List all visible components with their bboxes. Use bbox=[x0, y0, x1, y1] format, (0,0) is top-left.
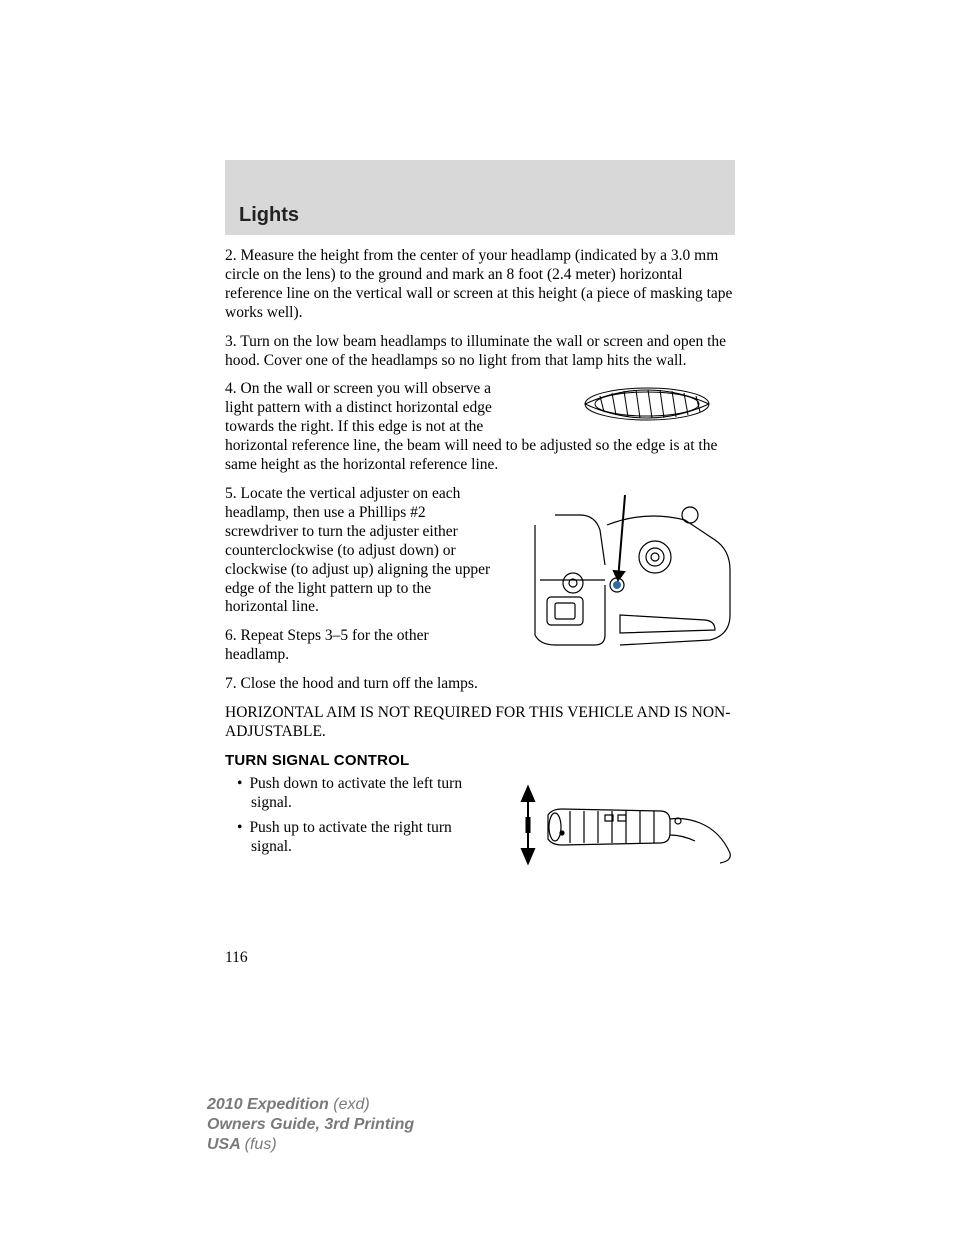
step-7: 7. Close the hood and turn off the lamps… bbox=[225, 675, 495, 694]
turn-signal-stalk-illustration bbox=[510, 775, 735, 875]
footer: 2010 Expedition (exd) Owners Guide, 3rd … bbox=[207, 1095, 414, 1155]
turn-signal-heading: TURN SIGNAL CONTROL bbox=[225, 752, 735, 769]
turn-signal-block: Push down to activate the left turn sign… bbox=[225, 775, 735, 879]
step-4-block: 4. On the wall or screen you will observ… bbox=[225, 380, 735, 437]
bullet-right-signal: Push up to activate the right turn signa… bbox=[225, 819, 495, 857]
step-3: 3. Turn on the low beam headlamps to ill… bbox=[225, 333, 735, 371]
step-4b: horizontal reference line, the beam will… bbox=[225, 437, 735, 475]
footer-region: USA bbox=[207, 1136, 245, 1153]
step-5: 5. Locate the vertical adjuster on each … bbox=[225, 485, 495, 617]
footer-line-3: USA (fus) bbox=[207, 1135, 414, 1155]
footer-code-2: (fus) bbox=[245, 1136, 277, 1153]
turn-signal-bullets: Push down to activate the left turn sign… bbox=[225, 775, 495, 857]
page-number: 116 bbox=[225, 949, 735, 967]
section-title: Lights bbox=[239, 204, 721, 227]
step-6: 6. Repeat Steps 3–5 for the other headla… bbox=[225, 627, 495, 665]
section-header: Lights bbox=[225, 160, 735, 235]
headlamp-adjuster-illustration bbox=[525, 485, 735, 650]
headlamp-lens-illustration bbox=[560, 380, 735, 428]
step-2: 2. Measure the height from the center of… bbox=[225, 247, 735, 323]
bullet-left-signal: Push down to activate the left turn sign… bbox=[225, 775, 495, 813]
horizontal-aim-note: HORIZONTAL AIM IS NOT REQUIRED FOR THIS … bbox=[225, 704, 735, 742]
step-4a: 4. On the wall or screen you will observ… bbox=[225, 380, 495, 437]
footer-line-2: Owners Guide, 3rd Printing bbox=[207, 1115, 414, 1135]
step-5-block: 5. Locate the vertical adjuster on each … bbox=[225, 485, 735, 704]
footer-line-1: 2010 Expedition (exd) bbox=[207, 1095, 414, 1115]
footer-model: 2010 Expedition bbox=[207, 1096, 333, 1113]
footer-code-1: (exd) bbox=[333, 1096, 369, 1113]
